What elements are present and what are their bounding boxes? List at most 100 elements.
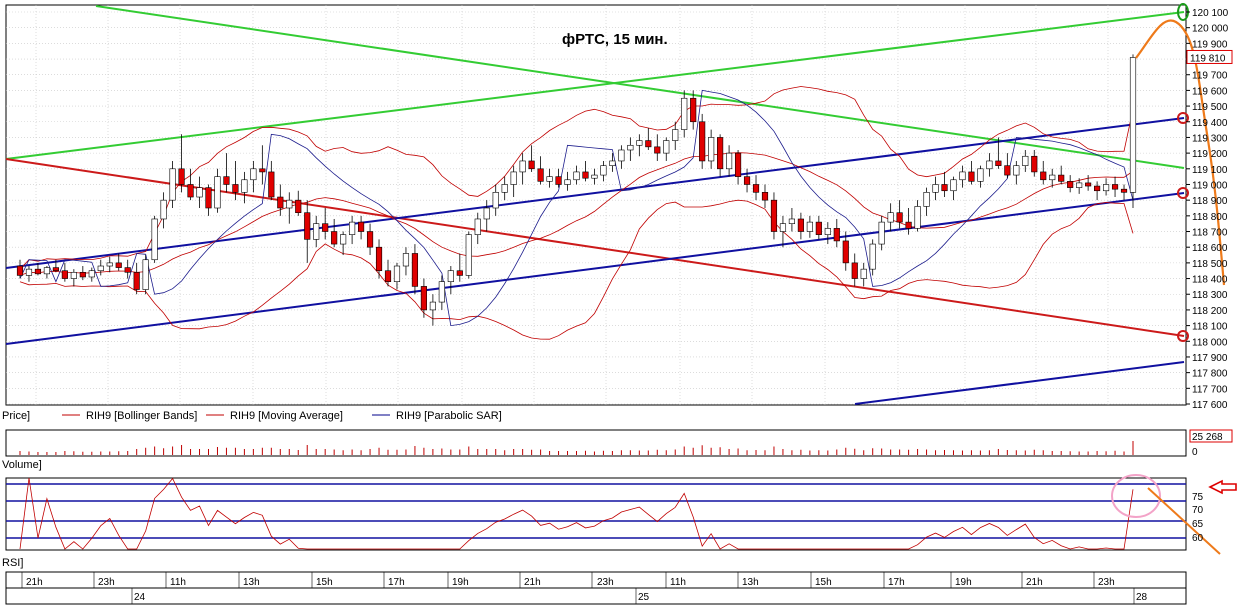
time-tick-label: 17h: [388, 577, 405, 588]
price-tick-label: 119 700: [1192, 71, 1228, 82]
price-tick-label: 118 000: [1192, 337, 1228, 348]
candle-body: [402, 253, 410, 267]
candle: [699, 113, 706, 169]
candle-body: [860, 268, 867, 279]
candle-body: [609, 160, 616, 166]
candle-body: [268, 171, 275, 198]
green-trend-rising: [5, 11, 1185, 160]
candle: [393, 262, 401, 290]
candle: [941, 171, 948, 198]
candle: [923, 187, 930, 216]
price-tick-label: 118 900: [1192, 196, 1228, 207]
candle: [582, 160, 589, 182]
candle: [501, 176, 508, 201]
candle-body: [357, 221, 365, 232]
candle-body: [25, 268, 33, 276]
price-tick-label: 119 200: [1192, 149, 1228, 160]
candle-body: [340, 234, 347, 245]
candle-body: [708, 137, 715, 162]
time-tick-label: 11h: [170, 577, 186, 588]
candle: [896, 200, 903, 229]
candle: [438, 275, 445, 310]
price-panel: [5, 4, 1187, 406]
price-tick-label: 119 600: [1192, 86, 1228, 97]
price-tick-label: 118 100: [1192, 322, 1228, 333]
candle-body: [115, 262, 122, 268]
candle-body: [555, 176, 562, 185]
candle-body: [636, 140, 643, 146]
candle: [349, 215, 356, 245]
candle-body: [465, 234, 472, 276]
candle-body: [537, 168, 544, 182]
candle-body: [160, 199, 167, 220]
candle-body: [699, 121, 706, 162]
candle: [797, 212, 804, 240]
candle: [564, 171, 571, 191]
candle: [600, 160, 607, 182]
candle: [779, 215, 787, 248]
price-tick-label: 117 600: [1192, 400, 1228, 411]
candle-body: [1111, 184, 1119, 190]
candle: [959, 165, 966, 188]
candle-body: [501, 184, 508, 193]
candle-body: [420, 286, 427, 311]
candle-body: [842, 240, 849, 264]
candle-body: [196, 187, 203, 198]
price-tick-label: 117 700: [1192, 384, 1228, 395]
candle: [34, 262, 42, 276]
candle: [313, 215, 320, 248]
candle: [492, 184, 499, 216]
candle-body: [1004, 165, 1011, 176]
candle: [842, 231, 849, 271]
price-tick-label: 117 800: [1192, 369, 1228, 380]
blue-channel-bottom: [854, 361, 1185, 405]
candle-body: [1040, 171, 1047, 181]
candle: [824, 222, 831, 245]
candle: [375, 239, 383, 279]
candle-body: [331, 231, 338, 245]
candle-body: [564, 179, 571, 185]
time-tick-label: 23h: [597, 577, 614, 588]
candle-body: [34, 268, 42, 275]
candle: [591, 168, 598, 185]
date-tick-label: 28: [1136, 592, 1148, 603]
time-tick-label: 13h: [742, 577, 759, 588]
candle-body: [1067, 181, 1074, 188]
target-marker-red: [1177, 112, 1189, 124]
candle-body: [950, 179, 957, 192]
candle-body: [806, 221, 813, 232]
candle: [510, 165, 517, 198]
candle: [384, 259, 392, 287]
candle-body: [528, 160, 535, 170]
candle: [690, 90, 697, 130]
candle-body: [519, 160, 526, 173]
candle: [663, 137, 670, 161]
candle: [447, 266, 454, 295]
bollinger-upper: [19, 86, 1134, 270]
candle: [456, 253, 463, 282]
candle-body: [429, 301, 436, 311]
candle: [761, 184, 769, 208]
candle-body: [1102, 184, 1110, 192]
candle-body: [752, 184, 760, 193]
candle: [357, 215, 365, 240]
candle-body: [97, 265, 104, 272]
candle: [609, 153, 616, 172]
candle-body: [734, 152, 742, 177]
price-tick-label: 118 400: [1192, 275, 1228, 286]
candle: [887, 203, 894, 232]
time-tick-label: 15h: [316, 577, 333, 588]
candle: [636, 134, 643, 157]
candle-body: [241, 179, 248, 193]
candle: [555, 168, 562, 188]
candle: [1049, 168, 1056, 188]
volume-panel-label: Volume]: [2, 459, 42, 471]
candle: [1058, 165, 1065, 185]
volume-last-label: 25 268: [1192, 432, 1223, 443]
candle: [340, 231, 347, 256]
candle-body: [645, 140, 652, 148]
candle-body: [923, 192, 930, 207]
candle-body: [663, 140, 670, 154]
candle-body: [322, 223, 329, 232]
